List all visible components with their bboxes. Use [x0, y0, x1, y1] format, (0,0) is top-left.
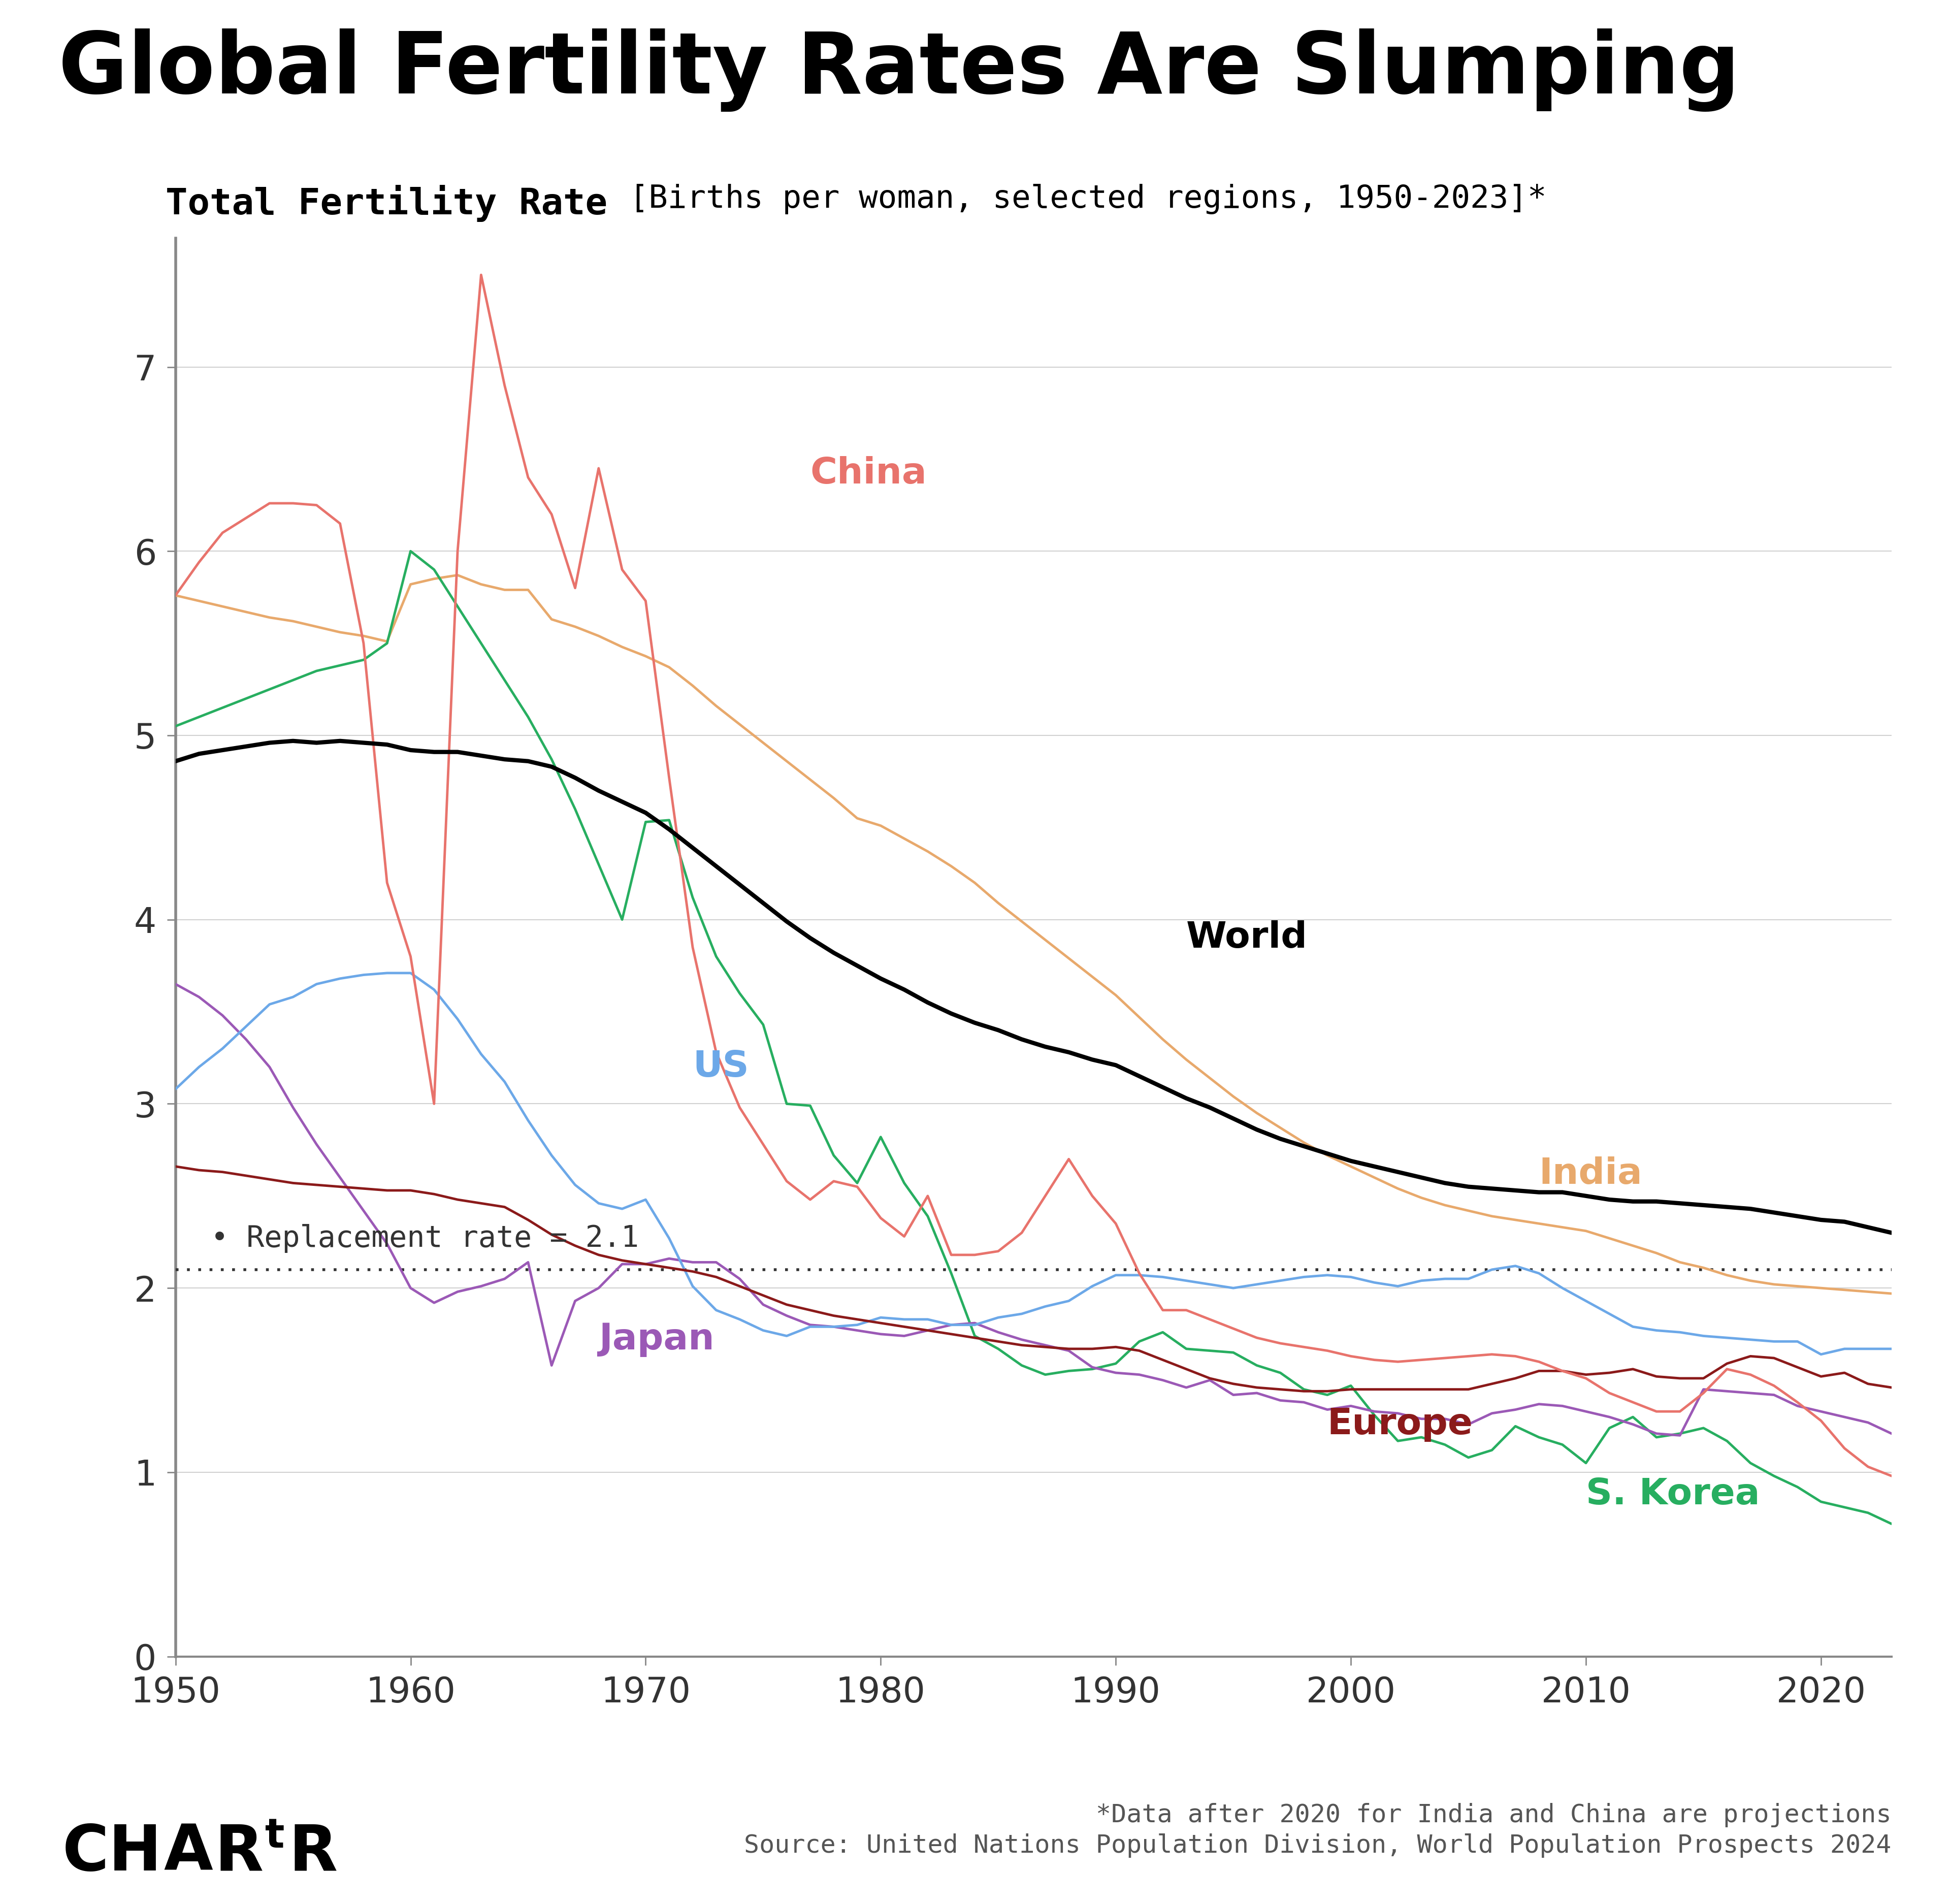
Text: India: India [1539, 1156, 1642, 1192]
Text: US: US [692, 1049, 749, 1085]
Text: [Births per woman, selected regions, 1950-2023]*: [Births per woman, selected regions, 195… [610, 185, 1546, 215]
Text: R: R [289, 1822, 337, 1883]
Text: China: China [809, 457, 926, 491]
Text: Total Fertility Rate: Total Fertility Rate [166, 185, 608, 221]
Text: Europe: Europe [1328, 1407, 1472, 1441]
Text: • Replacement rate = 2.1: • Replacement rate = 2.1 [211, 1224, 640, 1253]
Text: *Data after 2020 for India and China are projections: *Data after 2020 for India and China are… [1096, 1803, 1892, 1828]
Text: S. Korea: S. Korea [1585, 1478, 1759, 1512]
Text: Source: United Nations Population Division, World Population Prospects 2024: Source: United Nations Population Divisi… [745, 1834, 1892, 1858]
Text: A: A [164, 1822, 213, 1883]
Text: t: t [265, 1816, 285, 1856]
Text: Global Fertility Rates Are Slumping: Global Fertility Rates Are Slumping [58, 29, 1739, 112]
Text: World: World [1186, 920, 1308, 956]
Text: CH: CH [62, 1822, 162, 1883]
Text: R: R [214, 1822, 263, 1883]
Text: Japan: Japan [599, 1321, 714, 1358]
